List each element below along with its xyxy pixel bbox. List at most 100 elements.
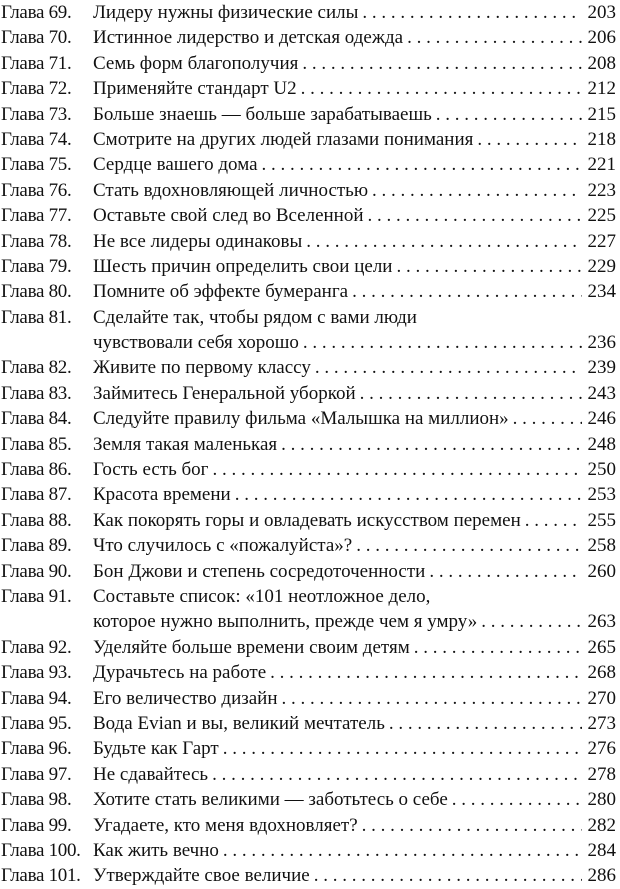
chapter-label: Глава 81. bbox=[1, 306, 72, 328]
dot-leader bbox=[362, 813, 582, 838]
chapter-title: Больше знаешь — больше зарабатываешь bbox=[93, 103, 432, 125]
dot-leader bbox=[372, 178, 582, 203]
chapter-label: Глава 77. bbox=[1, 205, 72, 227]
page-number: 221 bbox=[587, 154, 617, 176]
chapter-title: Сделайте так, чтобы рядом с вами люди bbox=[93, 306, 417, 328]
chapter-label: Глава 100. bbox=[1, 839, 81, 861]
toc-entry: Глава 97. Не сдавайтесь 278 bbox=[0, 762, 616, 787]
toc-entry: Глава 99. Угадаете, кто меня вдохновляет?… bbox=[0, 813, 616, 838]
toc-entry: Глава 69. Лидеру нужны физические силы 203 bbox=[0, 0, 616, 25]
toc-entry: Глава 79. Шесть причин определить свои це… bbox=[0, 254, 616, 279]
chapter-title: Хотите стать великими — заботьтесь о себ… bbox=[93, 789, 448, 811]
toc-entry: Глава 74. Смотрите на других людей глазам… bbox=[0, 127, 616, 152]
chapter-title: Земля такая маленькая bbox=[93, 433, 278, 455]
chapter-label: Глава 74. bbox=[1, 128, 72, 150]
chapter-title: Угадаете, кто меня вдохновляет? bbox=[93, 814, 358, 836]
chapter-label: Глава 96. bbox=[1, 738, 72, 760]
page-number: 270 bbox=[587, 687, 617, 709]
chapter-title: Как покорять горы и овладевать искусство… bbox=[93, 509, 521, 531]
page-number: 260 bbox=[587, 560, 617, 582]
toc-entry: Глава 88. Как покорять горы и овладевать … bbox=[0, 508, 616, 533]
chapter-title: Бон Джови и степень сосредоточенности bbox=[93, 560, 426, 582]
toc-entry: Глава 85. Земля такая маленькая 248 bbox=[0, 432, 616, 457]
chapter-label: Глава 89. bbox=[1, 535, 72, 557]
toc-entry: Глава 84. Следуйте правилу фильма «Малышк… bbox=[0, 406, 616, 431]
page-number: 258 bbox=[587, 535, 617, 557]
page-number: 265 bbox=[587, 636, 617, 658]
chapter-title: Не сдавайтесь bbox=[93, 763, 209, 785]
page-number: 229 bbox=[587, 255, 617, 277]
toc-entry: Глава 91. Составьте список: «101 неотложн… bbox=[0, 584, 616, 609]
chapter-title: Живите по первому классу bbox=[93, 357, 311, 379]
chapter-title: Шесть причин определить свои цели bbox=[93, 255, 393, 277]
page-number: 243 bbox=[587, 382, 617, 404]
dot-leader bbox=[525, 508, 582, 533]
chapter-label: Глава 72. bbox=[1, 78, 72, 100]
chapter-label: Глава 97. bbox=[1, 763, 72, 785]
dot-leader bbox=[362, 0, 582, 25]
toc-entry: Глава 73. Больше знаешь — больше зарабаты… bbox=[0, 102, 616, 127]
chapter-title: Займитесь Генеральной уборкой bbox=[93, 382, 356, 404]
page-number: 248 bbox=[587, 433, 617, 455]
dot-leader bbox=[315, 355, 582, 380]
chapter-title: Вода Evian и вы, великий мечтатель bbox=[93, 712, 385, 734]
chapter-label: Глава 99. bbox=[1, 814, 72, 836]
chapter-label: Глава 88. bbox=[1, 509, 72, 531]
toc-entry: Глава 78. Не все лидеры одинаковы 227 bbox=[0, 229, 616, 254]
page-number: 255 bbox=[587, 509, 617, 531]
chapter-label: Глава 78. bbox=[1, 230, 72, 252]
page-number: 263 bbox=[587, 611, 617, 633]
chapter-title: Лидеру нужны физические силы bbox=[93, 2, 359, 23]
dot-leader bbox=[302, 51, 582, 76]
toc-entry: Глава 72. Применяйте стандарт U2 212 bbox=[0, 76, 616, 101]
dot-leader bbox=[368, 203, 582, 228]
chapter-title: Смотрите на других людей глазами пониман… bbox=[93, 128, 474, 150]
chapter-label: Глава 69. bbox=[1, 2, 72, 23]
chapter-label: Глава 87. bbox=[1, 484, 72, 506]
chapter-title: Применяйте стандарт U2 bbox=[93, 78, 297, 100]
toc-entry: Глава 100. Как жить вечно 284 bbox=[0, 838, 616, 863]
chapter-title: Утверждайте свое величие bbox=[93, 865, 310, 887]
dot-leader bbox=[223, 736, 582, 761]
dot-leader bbox=[513, 406, 582, 431]
page-number: 253 bbox=[587, 484, 617, 506]
chapter-label: Глава 91. bbox=[1, 585, 72, 607]
dot-leader bbox=[270, 660, 582, 685]
toc-entry-continuation: которое нужно выполнить, прежде чем я ум… bbox=[0, 609, 616, 634]
page-number: 280 bbox=[587, 789, 617, 811]
chapter-title: Следуйте правилу фильма «Малышка на милл… bbox=[93, 408, 509, 430]
dot-leader bbox=[452, 787, 582, 812]
toc-entry: Глава 77. Оставьте свой след во Вселенной… bbox=[0, 203, 616, 228]
dot-leader bbox=[212, 762, 582, 787]
chapter-title: Составьте список: «101 неотложное дело, bbox=[93, 585, 431, 607]
page-number: 236 bbox=[587, 332, 617, 354]
chapter-label: Глава 80. bbox=[1, 281, 72, 303]
chapter-label: Глава 86. bbox=[1, 459, 72, 481]
toc-entry: Глава 94. Его величество дизайн 270 bbox=[0, 686, 616, 711]
toc-entry: Глава 95. Вода Evian и вы, великий мечтат… bbox=[0, 711, 616, 736]
chapter-title: Стать вдохновляющей личностью bbox=[93, 179, 369, 201]
toc-entry: Глава 83. Займитесь Генеральной уборкой 24… bbox=[0, 381, 616, 406]
chapter-label: Глава 73. bbox=[1, 103, 72, 125]
chapter-label: Глава 84. bbox=[1, 408, 72, 430]
page-number: 278 bbox=[587, 763, 617, 785]
chapter-label: Глава 92. bbox=[1, 636, 72, 658]
toc-entry: Глава 76. Стать вдохновляющей личностью 22… bbox=[0, 178, 616, 203]
page-number: 246 bbox=[587, 408, 617, 430]
toc-entry: Глава 70. Истинное лидерство и детская од… bbox=[0, 25, 616, 50]
dot-leader bbox=[282, 686, 582, 711]
page-number: 223 bbox=[587, 179, 617, 201]
page-number: 282 bbox=[587, 814, 617, 836]
chapter-title: Что случилось с «пожалуйста»? bbox=[93, 535, 353, 557]
toc-entry-continuation: чувствовали себя хорошо 236 bbox=[0, 330, 616, 355]
page-number: 286 bbox=[587, 865, 617, 887]
dot-leader bbox=[389, 711, 582, 736]
chapter-label: Глава 94. bbox=[1, 687, 72, 709]
toc-entry: Глава 92. Уделяйте больше времени своим д… bbox=[0, 635, 616, 660]
chapter-title: Не все лидеры одинаковы bbox=[93, 230, 303, 252]
chapter-title: Гость есть бог bbox=[93, 459, 209, 481]
page-number: 284 bbox=[587, 839, 617, 861]
toc-entry: Глава 80. Помните об эффекте бумеранга 234 bbox=[0, 279, 616, 304]
chapter-label: Глава 70. bbox=[1, 27, 72, 49]
